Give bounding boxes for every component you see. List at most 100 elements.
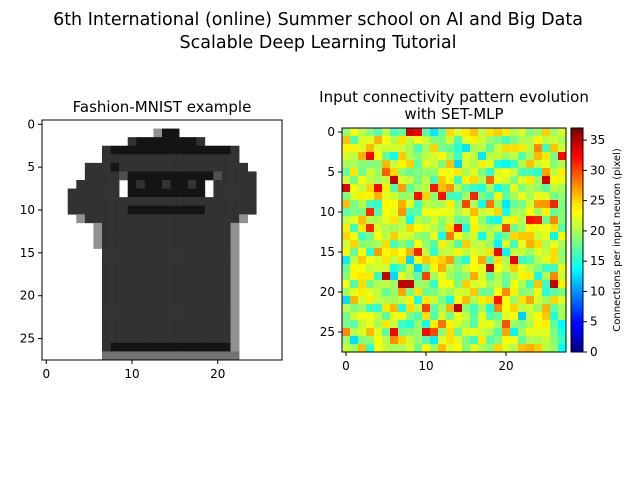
heatmap-cell <box>342 280 351 289</box>
image-pixel <box>196 257 206 267</box>
image-pixel <box>213 325 223 335</box>
heatmap-cell <box>478 240 487 249</box>
image-pixel <box>213 197 223 207</box>
heatmap-cell <box>494 304 503 313</box>
image-pixel <box>187 231 197 241</box>
heatmap-cell <box>382 216 391 225</box>
heatmap-cell <box>406 248 415 257</box>
heatmap-cell <box>422 168 431 177</box>
image-pixel <box>179 231 189 241</box>
image-pixel <box>119 308 129 318</box>
heatmap-cell <box>422 304 431 313</box>
heatmap-cell <box>494 144 503 153</box>
heatmap-cell <box>398 344 407 353</box>
image-pixel <box>170 231 180 241</box>
heatmap-cell <box>358 320 367 329</box>
image-pixel <box>230 351 240 361</box>
heatmap-cell <box>414 256 423 265</box>
heatmap-cell <box>534 328 543 337</box>
image-pixel <box>187 162 197 172</box>
heatmap-cell <box>406 216 415 225</box>
heatmap-cell <box>478 136 487 145</box>
image-pixel <box>222 188 231 198</box>
heatmap-cell <box>358 288 367 297</box>
y-tick-label: 10 <box>320 205 335 219</box>
image-pixel <box>213 308 223 318</box>
heatmap-cell <box>358 336 367 345</box>
heatmap-cell <box>398 176 407 185</box>
heatmap-cell <box>422 216 431 225</box>
heatmap-cell <box>366 248 375 257</box>
image-pixel <box>204 351 214 361</box>
image-pixel <box>179 291 189 301</box>
image-pixel <box>213 162 223 172</box>
heatmap-cell <box>454 224 463 233</box>
image-pixel <box>110 342 120 352</box>
heatmap-cell <box>462 288 471 297</box>
image-pixel <box>170 171 180 181</box>
image-pixel <box>230 145 240 155</box>
image-pixel <box>102 240 111 249</box>
heatmap-cell <box>374 264 383 273</box>
heatmap-cell <box>366 240 375 249</box>
heatmap-cell <box>358 128 367 137</box>
image-pixel <box>144 154 154 164</box>
heatmap-cell <box>350 256 359 265</box>
image-pixel <box>222 162 231 172</box>
heatmap-cell <box>502 344 511 353</box>
image-pixel <box>84 214 94 224</box>
heatmap-cell <box>366 184 375 193</box>
heatmap-cell <box>454 192 463 201</box>
heatmap-cell <box>398 208 407 217</box>
heatmap-cell <box>342 264 351 273</box>
image-pixel <box>127 171 137 181</box>
heatmap-cell <box>390 224 399 233</box>
heatmap-cell <box>438 168 447 177</box>
heatmap-cell <box>558 152 567 161</box>
heatmap-cell <box>550 184 559 193</box>
heatmap-cell <box>406 192 415 201</box>
image-pixel <box>144 145 154 155</box>
heatmap-cell <box>438 248 447 257</box>
heatmap-cell <box>358 296 367 305</box>
heatmap-cell <box>406 288 415 297</box>
image-pixel <box>187 334 197 344</box>
heatmap-cell <box>502 184 511 193</box>
image-pixel <box>222 291 231 301</box>
left-x-axis: 0 10 20 <box>42 360 225 381</box>
heatmap-cell <box>446 136 455 145</box>
heatmap-cell <box>526 256 535 265</box>
heatmap-cell <box>382 224 391 233</box>
heatmap-cell <box>518 248 527 257</box>
image-pixel <box>230 265 240 275</box>
heatmap-cell <box>382 280 391 289</box>
heatmap-cell <box>430 168 439 177</box>
image-pixel <box>93 222 103 232</box>
heatmap-cell <box>414 288 423 297</box>
heatmap-cell <box>398 128 407 137</box>
heatmap-cell <box>526 184 535 193</box>
image-pixel <box>204 300 214 309</box>
image-pixel <box>93 197 103 207</box>
image-pixel <box>187 317 197 327</box>
heatmap-cell <box>430 256 439 265</box>
heatmap-cell <box>526 224 535 233</box>
heatmap-cell <box>430 160 439 169</box>
heatmap-cell <box>406 264 415 273</box>
heatmap-cell <box>518 184 527 193</box>
image-pixel <box>119 162 129 172</box>
heatmap-cell <box>366 256 375 265</box>
heatmap-cell <box>358 328 367 337</box>
heatmap-cell <box>558 192 567 201</box>
heatmap-cell <box>350 160 359 169</box>
image-pixel <box>179 145 189 155</box>
image-pixel <box>196 154 206 164</box>
image-pixel <box>153 351 163 361</box>
heatmap-cell <box>486 240 495 249</box>
heatmap-cell <box>502 200 511 209</box>
heatmap-cell <box>422 328 431 337</box>
heatmap-cell <box>558 272 567 281</box>
image-pixel <box>162 317 171 327</box>
heatmap-cell <box>510 168 519 177</box>
image-pixel <box>153 145 163 155</box>
